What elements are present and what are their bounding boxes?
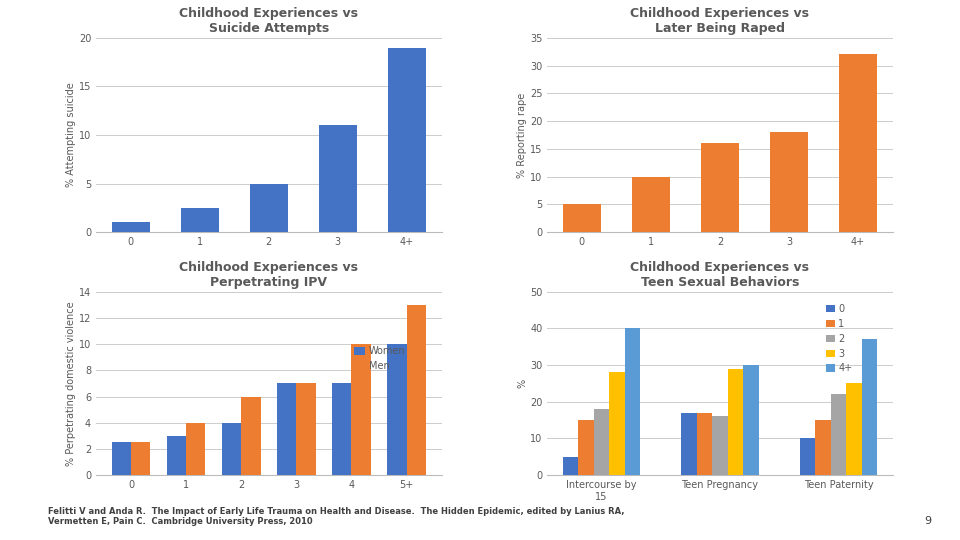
Bar	[277, 383, 297, 475]
Title: Childhood Experiences vs
Perpetrating IPV: Childhood Experiences vs Perpetrating IP…	[180, 261, 358, 289]
Bar	[186, 423, 205, 475]
Bar	[111, 442, 131, 475]
Bar	[351, 344, 371, 475]
Bar	[701, 143, 739, 232]
Bar	[625, 328, 640, 475]
Bar	[632, 177, 670, 232]
Text: Felitti V and Anda R.  The Impact of Early Life Trauma on Health and Disease.  T: Felitti V and Anda R. The Impact of Earl…	[48, 507, 625, 526]
Bar	[839, 55, 877, 232]
Y-axis label: % Reporting rape: % Reporting rape	[517, 92, 527, 178]
Y-axis label: %: %	[517, 379, 527, 388]
Bar	[593, 409, 610, 475]
Legend: Women, Men: Women, Men	[349, 342, 410, 375]
Bar	[697, 413, 712, 475]
Bar	[800, 438, 815, 475]
Bar	[728, 369, 743, 475]
Bar	[387, 344, 407, 475]
Legend: 0, 1, 2, 3, 4+: 0, 1, 2, 3, 4+	[822, 300, 856, 377]
Bar	[563, 205, 601, 232]
Bar	[743, 365, 758, 475]
Bar	[131, 442, 151, 475]
Bar	[712, 416, 728, 475]
Title: Childhood Experiences vs
Teen Sexual Behaviors: Childhood Experiences vs Teen Sexual Beh…	[631, 261, 809, 289]
Bar	[407, 305, 426, 475]
Bar	[815, 420, 830, 475]
Bar	[319, 125, 357, 232]
Bar	[180, 208, 219, 232]
Bar	[563, 457, 578, 475]
Bar	[250, 184, 288, 232]
Bar	[222, 423, 241, 475]
Bar	[578, 420, 593, 475]
Bar	[682, 413, 697, 475]
Title: Childhood Experiences vs
Suicide Attempts: Childhood Experiences vs Suicide Attempt…	[180, 7, 358, 35]
Bar	[111, 222, 150, 232]
Bar	[167, 436, 186, 475]
Bar	[770, 132, 808, 232]
Y-axis label: % Attempting suicide: % Attempting suicide	[66, 83, 76, 187]
Y-axis label: % Perpetrating domestic violence: % Perpetrating domestic violence	[66, 301, 76, 465]
Text: 9: 9	[924, 516, 931, 526]
Bar	[862, 339, 877, 475]
Bar	[241, 396, 260, 475]
Bar	[388, 48, 426, 232]
Bar	[297, 383, 316, 475]
Title: Childhood Experiences vs
Later Being Raped: Childhood Experiences vs Later Being Rap…	[631, 7, 809, 35]
Bar	[830, 394, 847, 475]
Bar	[847, 383, 862, 475]
Bar	[610, 373, 625, 475]
Bar	[332, 383, 351, 475]
